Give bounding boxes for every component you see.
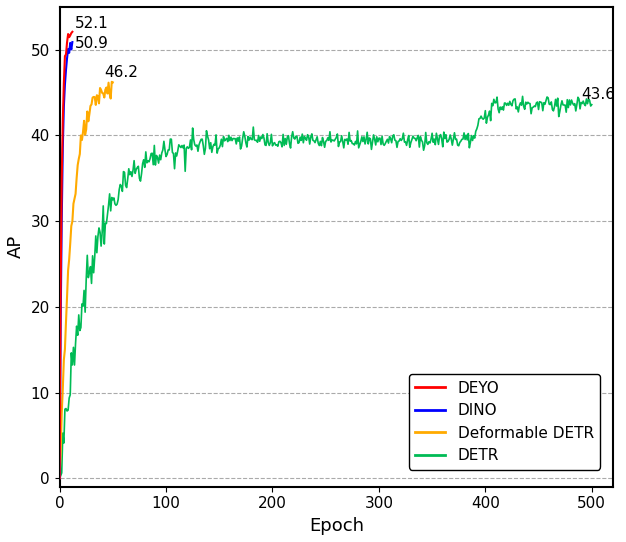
X-axis label: Epoch: Epoch	[309, 517, 364, 535]
Y-axis label: AP: AP	[7, 235, 25, 259]
Legend: DEYO, DINO, Deformable DETR, DETR: DEYO, DINO, Deformable DETR, DETR	[409, 375, 600, 469]
Text: 52.1: 52.1	[74, 16, 108, 31]
Text: 46.2: 46.2	[105, 65, 138, 80]
Text: 43.6: 43.6	[581, 87, 615, 102]
Text: 50.9: 50.9	[74, 36, 108, 51]
